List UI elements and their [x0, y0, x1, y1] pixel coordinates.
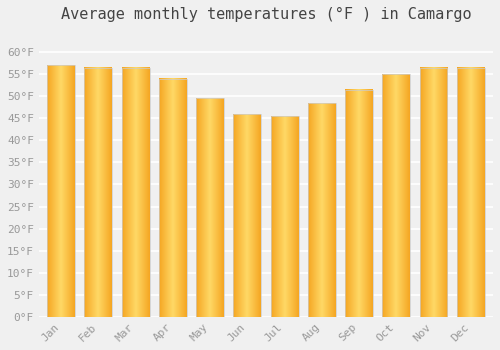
Title: Average monthly temperatures (°F ) in Camargo: Average monthly temperatures (°F ) in Ca… [60, 7, 471, 22]
Bar [345, 90, 373, 317]
Bar [159, 79, 187, 317]
Bar [234, 114, 262, 317]
Bar [382, 74, 410, 317]
Bar [308, 103, 336, 317]
Bar [196, 98, 224, 317]
Bar [457, 68, 484, 317]
Bar [84, 68, 112, 317]
Bar [47, 65, 75, 317]
Bar [122, 68, 150, 317]
Bar [420, 68, 448, 317]
Bar [270, 116, 298, 317]
